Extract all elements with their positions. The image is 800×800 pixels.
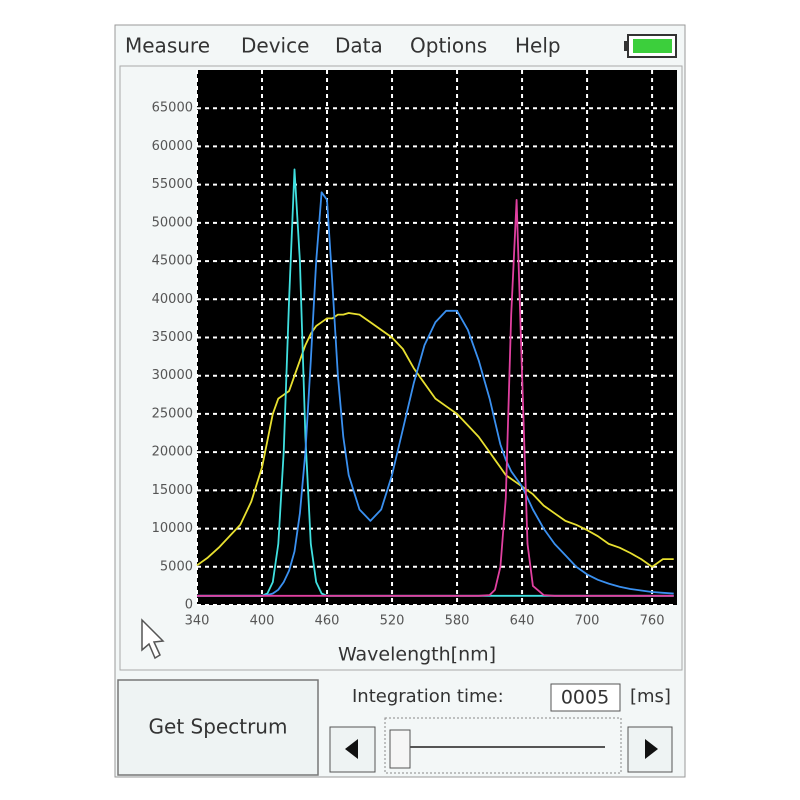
y-tick-label: 5000 — [160, 559, 193, 574]
slider-right-button[interactable] — [627, 726, 673, 773]
plot — [196, 70, 677, 606]
x-tick-label: 520 — [380, 614, 405, 629]
y-tick-label: 15000 — [152, 483, 193, 498]
slider[interactable] — [384, 717, 622, 774]
menu-item[interactable]: Device — [241, 34, 309, 58]
y-tick-label: 55000 — [152, 177, 193, 192]
spectrum-line — [196, 312, 674, 568]
spectrum-line — [197, 199, 674, 597]
menu-item[interactable]: Data — [335, 34, 383, 58]
mouse-cursor — [141, 618, 165, 660]
integration-value[interactable]: 0005 — [561, 687, 609, 709]
slider-left-button[interactable] — [329, 726, 376, 773]
y-tick-label: 60000 — [152, 139, 193, 154]
x-tick-label: 340 — [185, 614, 210, 629]
battery-icon — [624, 34, 677, 58]
menu-item[interactable]: Help — [515, 34, 561, 58]
y-tick-label: 35000 — [152, 330, 193, 345]
x-axis-label: Wavelength[nm] — [338, 644, 496, 666]
y-tick-label: 65000 — [152, 101, 193, 116]
x-tick-label: 640 — [510, 614, 535, 629]
y-tick-label: 0 — [185, 598, 193, 613]
spectrum-line — [197, 191, 674, 597]
y-tick-label: 30000 — [152, 368, 193, 383]
x-tick-label: 580 — [445, 614, 470, 629]
integration-label: Integration time: — [352, 686, 504, 707]
integration-unit: [ms] — [630, 686, 671, 707]
y-tick-label: 10000 — [152, 521, 193, 536]
y-tick-label: 45000 — [152, 254, 193, 269]
x-tick-label: 400 — [250, 614, 275, 629]
y-tick-label: 20000 — [152, 445, 193, 460]
x-tick-label: 700 — [575, 614, 600, 629]
y-tick-label: 50000 — [152, 215, 193, 230]
menu-item[interactable]: Measure — [125, 34, 210, 58]
y-tick-label: 25000 — [152, 406, 193, 421]
chart-frame — [119, 65, 683, 671]
integration-input[interactable] — [550, 683, 621, 712]
button-label[interactable]: Get Spectrum — [149, 715, 288, 739]
get-spectrum-button[interactable]: Get Spectrum — [117, 679, 319, 776]
x-tick-label: 760 — [640, 614, 665, 629]
y-tick-label: 40000 — [152, 292, 193, 307]
menu-bar: Measure Device Data Options Help — [125, 34, 561, 58]
x-tick-label: 460 — [315, 614, 340, 629]
menu-item[interactable]: Options — [410, 34, 487, 58]
